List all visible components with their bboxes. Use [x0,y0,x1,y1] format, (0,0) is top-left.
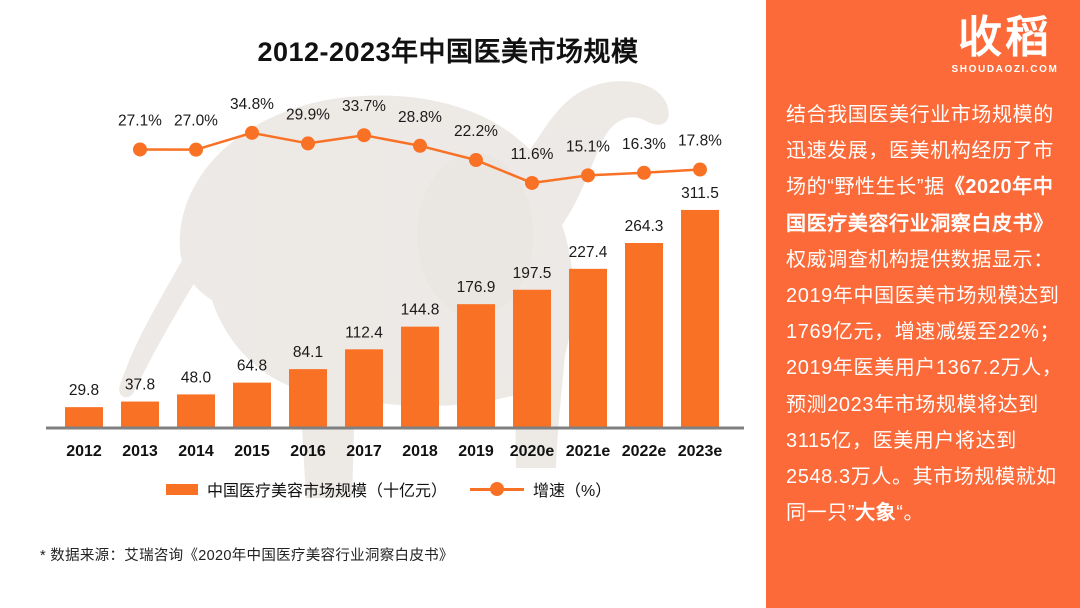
bar-2019 [457,304,495,428]
bar-value-label: 144.8 [401,302,440,319]
growth-point-2023e [693,162,707,177]
data-source-footnote: * 数据来源：艾瑞咨询《2020年中国医疗美容行业洞察白皮书》 [40,548,454,564]
paragraph-segment: “。 [896,502,925,525]
bar-legend-label: 中国医疗美容市场规模（十亿元） [207,483,448,500]
brand-name: 收稻 [958,13,1052,62]
growth-value-label: 11.6% [511,146,554,163]
x-axis: 2012 2013 2014 2015 2016 2017 2018 2019 2020e 202… [46,426,744,460]
growth-point-2014 [189,142,203,157]
bar-2013 [121,401,159,428]
bar-value-label: 264.3 [625,218,664,235]
growth-value-label: 15.1% [566,138,610,155]
bars-group: 29.8 37.8 48.0 64.8 84.1 112.4 144.8 176.9 197.5… [65,185,719,428]
x-axis-label-2013: 2013 [122,443,158,460]
paragraph-bold-segment: 《2020年中国医疗美容行业洞察白皮书》 [786,176,1054,235]
growth-line: 27.1% 27.0% 34.8% 29.9% 33.7% 28.8% 22.2% 11.6%… [118,96,722,190]
growth-value-label: 16.3% [622,136,666,153]
x-axis-label-2015: 2015 [234,443,270,460]
bar-value-label: 84.1 [293,344,323,361]
bar-2015 [233,382,271,428]
bar-2021e [569,268,607,428]
bar-2016 [289,369,327,428]
x-axis-label-2018: 2018 [402,443,438,460]
chart-legend: 中国医疗美容市场规模（十亿元） 增速（%） [166,477,611,501]
bar-value-label: 197.5 [513,265,552,282]
x-axis-label-2021e: 2021e [566,443,611,460]
growth-value-label: 33.7% [342,98,386,115]
bar-2017 [345,349,383,428]
line-legend-marker [470,482,525,496]
line-legend-label: 增速（%） [533,483,612,500]
growth-value-label: 28.8% [398,109,442,126]
bar-value-label: 29.8 [69,382,99,399]
growth-point-2021e [581,168,595,183]
panel-paragraph: 结合我国医美行业市场规模的迅速发展，医美机构经历了市场的“野性生长”据《2020… [786,97,1068,531]
bar-2012 [65,407,103,428]
bar-value-label: 64.8 [237,358,267,375]
x-axis-label-2019: 2019 [458,443,494,460]
chart-title: 2012-2023年中国医美市场规模 [257,37,639,67]
growth-point-2016 [301,136,315,151]
growth-point-2022e [637,165,651,180]
bar-value-label: 37.8 [125,377,155,394]
bar-value-label: 112.4 [345,324,383,341]
side-panel [766,0,1080,608]
x-axis-label-2020e: 2020e [510,443,555,460]
line-legend-dot [490,482,505,496]
growth-point-2019 [469,153,483,168]
growth-value-label: 27.0% [174,113,218,130]
growth-value-label: 34.8% [230,96,274,113]
brand-domain: SHOUDAOZI.COM [951,64,1059,76]
paragraph-segment: 权威调查机构提供数据显示：2019年中国医美市场规模达到1769亿元，增速减缓至… [786,248,1063,525]
bar-2023e [681,209,719,428]
growth-value-label: 22.2% [454,123,498,140]
bar-value-label: 227.4 [569,244,608,261]
growth-point-2018 [413,138,427,153]
x-axis-label-2023e: 2023e [678,443,723,460]
x-axis-label-2016: 2016 [290,443,326,460]
growth-point-2020e [525,175,539,190]
growth-point-2017 [357,128,371,143]
brand-logo: 收稻 SHOUDAOZI.COM [944,13,1066,76]
growth-value-label: 17.8% [678,133,722,150]
x-axis-label-2012: 2012 [66,443,102,460]
bar-2014 [177,394,215,428]
x-axis-label-2014: 2014 [178,443,214,460]
paragraph-segment: 结合我国医美行业市场规模的迅速发展，医美机构经历了市场的“野性生长”据 [786,104,1054,199]
bar-value-label: 311.5 [681,185,719,202]
growth-point-2015 [245,125,259,140]
x-axis-label-2022e: 2022e [622,443,667,460]
growth-value-label: 27.1% [118,112,162,129]
bar-legend-swatch [166,483,198,495]
bar-value-label: 48.0 [181,369,212,386]
bar-2020e [513,289,551,428]
market-size-chart: 29.8 37.8 48.0 64.8 84.1 112.4 144.8 176.9 197.5… [46,81,744,498]
growth-point-2013 [133,142,147,157]
bar-2018 [401,326,439,428]
bar-value-label: 176.9 [457,279,496,296]
growth-value-label: 29.9% [286,106,330,123]
paragraph-bold-segment: 大象 [855,502,897,525]
bar-2022e [625,242,663,428]
x-axis-label-2017: 2017 [346,443,382,460]
